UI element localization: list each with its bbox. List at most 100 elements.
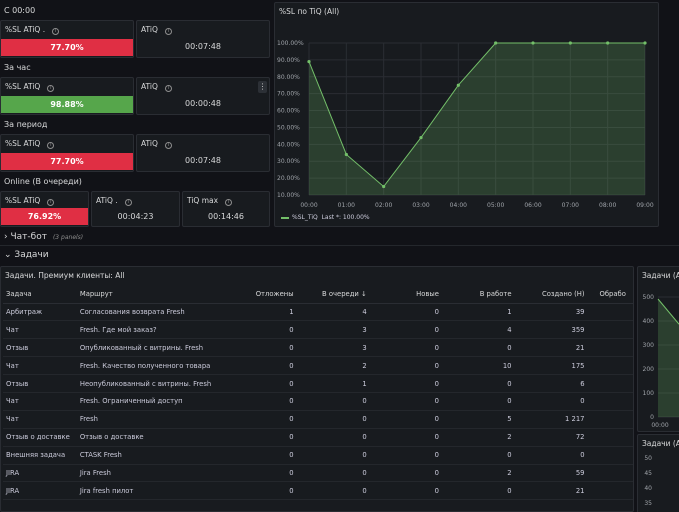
info-icon[interactable]: i bbox=[164, 28, 172, 35]
stat-value: 00:14:46 bbox=[208, 212, 244, 221]
info-icon[interactable]: i bbox=[124, 199, 132, 206]
table-cell bbox=[587, 410, 633, 429]
y-tick-label: 70.00% bbox=[277, 91, 300, 98]
stat-panel-sl-atiq-hour[interactable]: %SL ATiQ i 98.88% bbox=[0, 77, 134, 115]
x-tick-label: 02:00 bbox=[375, 202, 392, 209]
table-cell bbox=[587, 428, 633, 447]
column-header-created[interactable]: Создано (Н) bbox=[514, 286, 588, 304]
table-cell: 0 bbox=[214, 338, 297, 358]
stat-value: 00:00:48 bbox=[185, 99, 221, 108]
stat-panel-atiq-hour[interactable]: ATiQ i ⋮ 00:00:48 bbox=[136, 77, 270, 115]
table-row[interactable]: Чат Fresh 0 0 0 5 1 217 bbox=[3, 410, 633, 429]
x-tick-label: 04:00 bbox=[450, 202, 467, 209]
column-header-processed[interactable]: Обрабо bbox=[587, 286, 633, 304]
x-tick-label: 09:00 bbox=[636, 202, 653, 209]
table-cell: Чат bbox=[3, 410, 77, 429]
info-icon[interactable]: i bbox=[47, 199, 55, 206]
table-cell: 0 bbox=[369, 392, 442, 411]
table-cell: 359 bbox=[514, 320, 588, 340]
table-cell: 0 bbox=[369, 374, 442, 393]
data-point bbox=[531, 41, 535, 45]
info-icon[interactable]: i bbox=[164, 85, 172, 92]
table-cell bbox=[587, 320, 633, 340]
row-tasks[interactable]: ⌄ Задачи bbox=[0, 248, 679, 264]
stat-panel-sl-atiq-today[interactable]: %SL ATiQ . i 77.70% bbox=[0, 20, 134, 58]
table-cell: Неопубликованный с витрины. Fresh bbox=[76, 374, 215, 393]
column-header-task[interactable]: Задача bbox=[3, 286, 77, 304]
table-cell: 0 bbox=[296, 410, 370, 429]
stat-panel-atiq-period[interactable]: ATiQ i 00:07:48 bbox=[136, 134, 270, 172]
table-cell bbox=[587, 356, 633, 376]
table-row[interactable]: JIRA Jira Fresh 0 0 0 2 59 bbox=[3, 464, 633, 483]
row-title: Задачи bbox=[14, 250, 49, 260]
table-row[interactable]: Отзыв Опубликованный с витрины. Fresh 0 3 0 0… bbox=[3, 338, 633, 358]
table-cell: 10 bbox=[441, 356, 515, 376]
table-cell: Чат bbox=[3, 356, 77, 376]
y-tick-label: 90.00% bbox=[277, 57, 300, 64]
info-icon[interactable]: i bbox=[164, 142, 172, 149]
column-header-route[interactable]: Маршрут bbox=[76, 286, 215, 304]
stat-panel-atiq-online[interactable]: ATiQ . i 00:04:23 bbox=[91, 191, 180, 227]
panel-menu-icon[interactable]: ⋮ bbox=[258, 81, 267, 93]
table-panel-tasks-premium[interactable]: Задачи. Премиум клиенты: All Задача Марш… bbox=[0, 266, 634, 512]
table-cell: 0 bbox=[369, 481, 442, 501]
table-cell: 2 bbox=[441, 464, 515, 483]
table-cell: Jira Fresh bbox=[76, 464, 215, 483]
row-chat-bot[interactable]: › Чат-бот (3 panels) bbox=[0, 230, 679, 246]
column-header-in-queue[interactable]: В очереди ↓ bbox=[296, 286, 370, 304]
table-row[interactable]: Отзыв Неопубликованный с витрины. Fresh 0 1… bbox=[3, 374, 633, 393]
column-header-new[interactable]: Новые bbox=[369, 286, 442, 304]
data-point bbox=[494, 41, 498, 45]
table-cell: Отзыв о доставке bbox=[76, 428, 215, 447]
chart-panel-sl-tiq[interactable]: %SL по TiQ (All) 100.00% 90.00% 80.00% 70.0… bbox=[274, 2, 659, 227]
y-tick-label: 100.00% bbox=[277, 40, 304, 47]
table-cell bbox=[587, 446, 633, 465]
table-cell bbox=[587, 392, 633, 411]
table-cell: 175 bbox=[514, 356, 588, 376]
right-chart-panel-2[interactable]: Задачи (A 50 45 40 35 bbox=[637, 434, 679, 512]
stat-panel-sl-atiq-online[interactable]: %SL ATiQ i 76.92% bbox=[0, 191, 89, 227]
table-cell: 0 bbox=[441, 374, 515, 393]
data-point bbox=[307, 59, 311, 64]
table-cell: 0 bbox=[214, 320, 297, 340]
chart-legend[interactable]: %SL_TiQ Last *: 100.00% bbox=[281, 214, 370, 221]
table-cell: 59 bbox=[514, 464, 588, 483]
table-cell: 0 bbox=[369, 356, 442, 376]
table-cell: 0 bbox=[296, 464, 370, 483]
table-cell: 1 bbox=[296, 374, 370, 393]
table-row[interactable]: Чат Fresh. Где мой заказ? 0 3 0 4 359 bbox=[3, 320, 633, 340]
y-tick-label: 45 bbox=[644, 470, 652, 477]
panel-title: %SL ATiQ bbox=[5, 196, 41, 205]
table-row[interactable]: Отзыв о доставке Отзыв о доставке 0 0 0 2 72 bbox=[3, 428, 633, 447]
table-row[interactable]: Чат Fresh. Качество полученного товара 0 2 0… bbox=[3, 356, 633, 376]
panel-title: %SL ATiQ bbox=[5, 139, 41, 148]
stat-value: 00:07:48 bbox=[185, 156, 221, 165]
table-row[interactable]: Чат Fresh. Ограниченный доступ 0 0 0 0 0 bbox=[3, 392, 633, 411]
y-tick-label: 400 bbox=[643, 318, 655, 325]
info-icon[interactable]: i bbox=[52, 28, 60, 35]
panel-title: TiQ max bbox=[187, 196, 219, 205]
table-cell: Fresh. Ограниченный доступ bbox=[76, 392, 215, 411]
x-tick-label: 01:00 bbox=[338, 202, 355, 209]
column-header-in-progress[interactable]: В работе bbox=[441, 286, 515, 304]
stat-panel-tiq-max[interactable]: TiQ max i 00:14:46 bbox=[182, 191, 270, 227]
table-cell: Чат bbox=[3, 320, 77, 340]
right-chart-panel-1[interactable]: Задачи (A 500 400 300 200 100 0 00:00 bbox=[637, 266, 679, 432]
stat-panel-atiq-today[interactable]: ATiQ i 00:07:48 bbox=[136, 20, 270, 58]
info-icon[interactable]: i bbox=[47, 85, 55, 92]
column-header-postponed[interactable]: Отложены bbox=[214, 286, 297, 304]
table-row[interactable]: JIRA Jira fresh пилот 0 0 0 0 21 bbox=[3, 481, 633, 501]
table-cell: Внешняя задача bbox=[3, 446, 77, 465]
table-row[interactable]: Внешняя задача CTASK Fresh 0 0 0 0 0 bbox=[3, 446, 633, 465]
stat-value-bar: 76.92% bbox=[1, 208, 88, 225]
y-tick-label: 50 bbox=[644, 455, 652, 462]
info-icon[interactable]: i bbox=[47, 142, 55, 149]
table-row[interactable]: Арбитраж Согласования возврата Fresh 1 4 0 1 3… bbox=[3, 303, 633, 322]
table-cell: 0 bbox=[369, 320, 442, 340]
x-tick-label: 08:00 bbox=[599, 202, 616, 209]
stat-panel-sl-atiq-period[interactable]: %SL ATiQ i 77.70% bbox=[0, 134, 134, 172]
sl-tiq-chart: 100.00% 90.00% 80.00% 70.00% 60.00% 50.00% 40.… bbox=[277, 40, 654, 209]
table-cell: 0 bbox=[214, 428, 297, 447]
info-icon[interactable]: i bbox=[225, 199, 233, 206]
y-tick-label: 40.00% bbox=[277, 141, 300, 148]
